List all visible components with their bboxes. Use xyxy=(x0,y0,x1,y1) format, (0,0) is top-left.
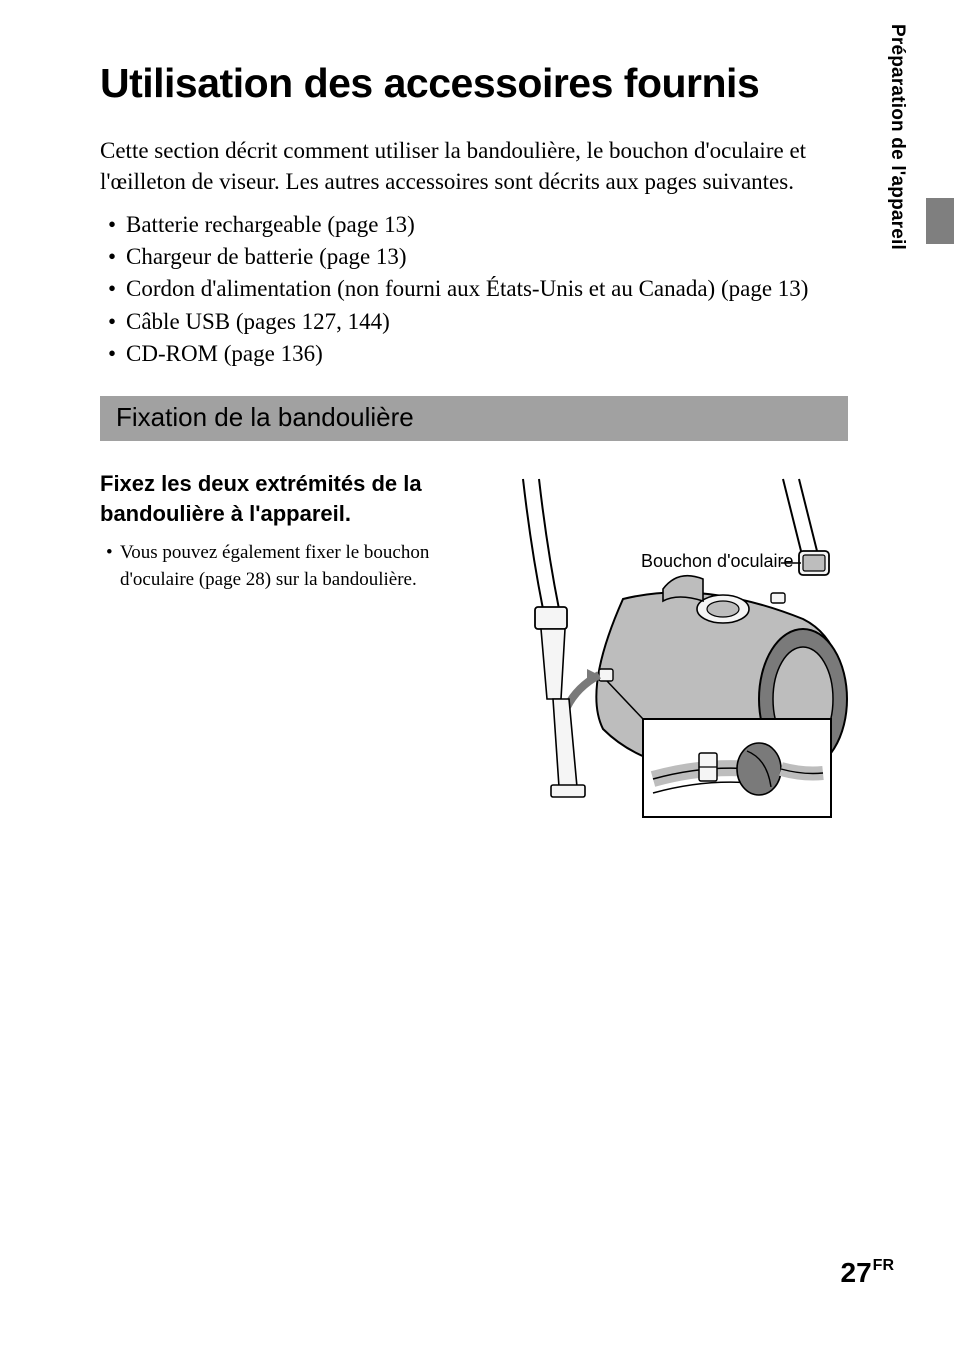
list-item: CD-ROM (page 136) xyxy=(108,338,894,370)
list-item: Cordon d'alimentation (non fourni aux Ét… xyxy=(108,273,894,305)
accessory-list: Batterie rechargeable (page 13) Chargeur… xyxy=(100,209,894,370)
page-number: 27FR xyxy=(841,1257,894,1289)
list-item: Câble USB (pages 127, 144) xyxy=(108,306,894,338)
section-heading-bar: Fixation de la bandoulière xyxy=(100,396,848,441)
page-number-value: 27 xyxy=(841,1257,872,1288)
list-item: Vous pouvez également fixer le bouchon d… xyxy=(106,540,480,593)
text-column: Fixez les deux extrémités de la bandouli… xyxy=(100,469,480,829)
content-columns: Fixez les deux extrémités de la bandouli… xyxy=(100,469,860,829)
list-item: Batterie rechargeable (page 13) xyxy=(108,209,894,241)
illustration-column: Bouchon d'oculaire xyxy=(496,469,860,829)
illustration-label: Bouchon d'oculaire xyxy=(641,551,794,571)
strap-illustration: Bouchon d'oculaire xyxy=(503,469,853,829)
instruction-heading: Fixez les deux extrémités de la bandouli… xyxy=(100,469,480,528)
list-item: Chargeur de batterie (page 13) xyxy=(108,241,894,273)
intro-paragraph: Cette section décrit comment utiliser la… xyxy=(100,135,860,197)
page-number-suffix: FR xyxy=(873,1257,894,1274)
instruction-notes: Vous pouvez également fixer le bouchon d… xyxy=(100,540,480,593)
manual-page: Préparation de l'appareil Utilisation de… xyxy=(0,0,954,1345)
page-title: Utilisation des accessoires fournis xyxy=(100,60,894,107)
side-tab xyxy=(926,198,954,244)
